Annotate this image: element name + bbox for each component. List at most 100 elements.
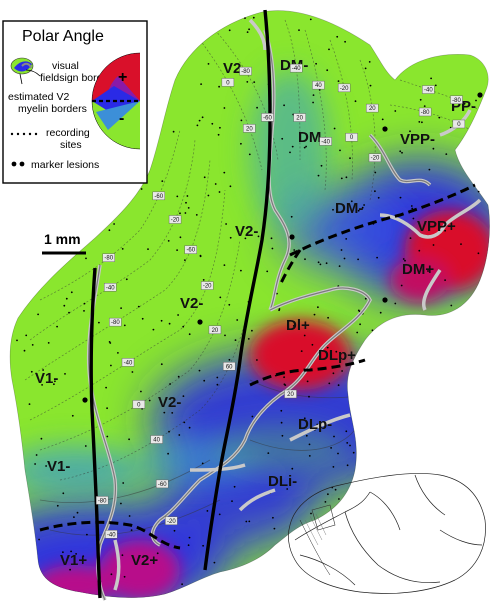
recording-site xyxy=(381,118,384,121)
recording-site xyxy=(379,311,382,314)
recording-site xyxy=(399,150,402,153)
recording-site xyxy=(432,244,435,246)
recording-site xyxy=(219,126,221,129)
recording-site xyxy=(247,338,250,340)
recording-site xyxy=(233,485,236,488)
recording-site xyxy=(444,229,446,232)
recording-site xyxy=(84,445,87,447)
contour-tag: -40 xyxy=(124,360,133,366)
recording-site xyxy=(83,310,85,312)
contour-tag-box xyxy=(168,215,182,224)
recording-site xyxy=(38,538,40,541)
recording-site xyxy=(188,536,191,539)
contour-tag: -40 xyxy=(424,88,433,94)
contour-tag-box xyxy=(293,113,306,122)
contour-tag: 0 xyxy=(137,402,141,408)
recording-site xyxy=(199,255,202,258)
recording-site xyxy=(394,302,397,305)
recording-site xyxy=(216,376,219,379)
recording-site xyxy=(246,31,249,33)
recording-site xyxy=(300,350,303,352)
recording-site xyxy=(411,207,414,210)
recording-site xyxy=(16,339,18,342)
recording-site xyxy=(256,359,258,361)
recording-site xyxy=(286,488,289,490)
recording-site xyxy=(195,214,198,216)
recording-site xyxy=(305,145,307,148)
recording-site xyxy=(364,297,367,300)
recording-site xyxy=(211,122,214,125)
recording-site xyxy=(336,35,339,38)
recording-site xyxy=(183,421,186,424)
recording-site xyxy=(346,464,349,467)
recording-site xyxy=(337,452,339,455)
contour-tag: -20 xyxy=(340,86,349,92)
contour-tag: 60 xyxy=(226,364,233,370)
recording-site xyxy=(86,533,88,536)
recording-site xyxy=(248,153,251,156)
recording-site xyxy=(357,258,359,261)
contour-tag: 40 xyxy=(315,83,322,89)
recording-site xyxy=(113,223,115,225)
recording-site xyxy=(184,212,187,214)
contour-tag-box xyxy=(418,107,432,117)
recording-site xyxy=(225,223,228,225)
recording-site xyxy=(361,206,364,209)
recording-site xyxy=(130,529,133,531)
recording-site xyxy=(345,176,348,179)
recording-site xyxy=(280,409,283,412)
scale-minus: - xyxy=(119,110,124,127)
recording-site xyxy=(280,421,283,424)
legend-title: Polar Angle xyxy=(22,28,104,45)
recording-site xyxy=(400,284,403,287)
recording-site xyxy=(332,466,335,468)
recording-site xyxy=(182,395,185,397)
recording-site xyxy=(200,83,203,85)
marker-lesions-symbol xyxy=(11,161,25,167)
contour-tag: -60 xyxy=(154,194,163,200)
recording-site xyxy=(344,40,346,43)
marker-lesions xyxy=(82,92,483,403)
recording-site xyxy=(326,69,329,72)
recording-site xyxy=(318,89,321,91)
recording-site xyxy=(252,16,255,19)
recording-site xyxy=(186,195,189,197)
dashed-borders xyxy=(39,183,476,550)
area-label: V1- xyxy=(47,458,70,475)
recording-site xyxy=(228,29,231,32)
recording-site xyxy=(206,510,209,512)
recording-site xyxy=(202,279,205,281)
recording-site xyxy=(445,153,448,156)
recording-site xyxy=(168,322,171,325)
contour-tag-box xyxy=(452,119,466,129)
recording-site xyxy=(121,554,124,557)
recording-site xyxy=(160,363,163,366)
recording-site xyxy=(337,384,340,387)
contour-tag: 20 xyxy=(296,116,303,122)
recording-site xyxy=(120,307,122,309)
contour-tag: -20 xyxy=(203,284,212,290)
recording-site xyxy=(267,452,270,454)
recording-site xyxy=(224,334,226,337)
recording-site xyxy=(140,390,142,393)
recording-site xyxy=(173,529,176,532)
contour-tag-box xyxy=(337,83,351,93)
area-label: V1+ xyxy=(60,552,87,569)
polar-angle-scale: + - xyxy=(91,52,141,150)
recording-site xyxy=(256,106,258,109)
recording-site xyxy=(123,324,126,327)
recording-site xyxy=(357,309,360,312)
contour-tag: -60 xyxy=(263,115,272,121)
recording-site xyxy=(69,568,71,571)
recording-site xyxy=(305,434,308,437)
recording-site xyxy=(176,195,179,198)
recording-site xyxy=(70,550,72,553)
recording-site xyxy=(311,343,314,346)
recording-site xyxy=(283,376,285,379)
recording-site xyxy=(421,121,423,124)
contour-tag: -60 xyxy=(158,482,167,488)
recording-site xyxy=(37,313,39,316)
contour-tag-box xyxy=(104,283,117,292)
area-label: V2- xyxy=(180,295,203,312)
contour-tag: 40 xyxy=(153,438,160,444)
